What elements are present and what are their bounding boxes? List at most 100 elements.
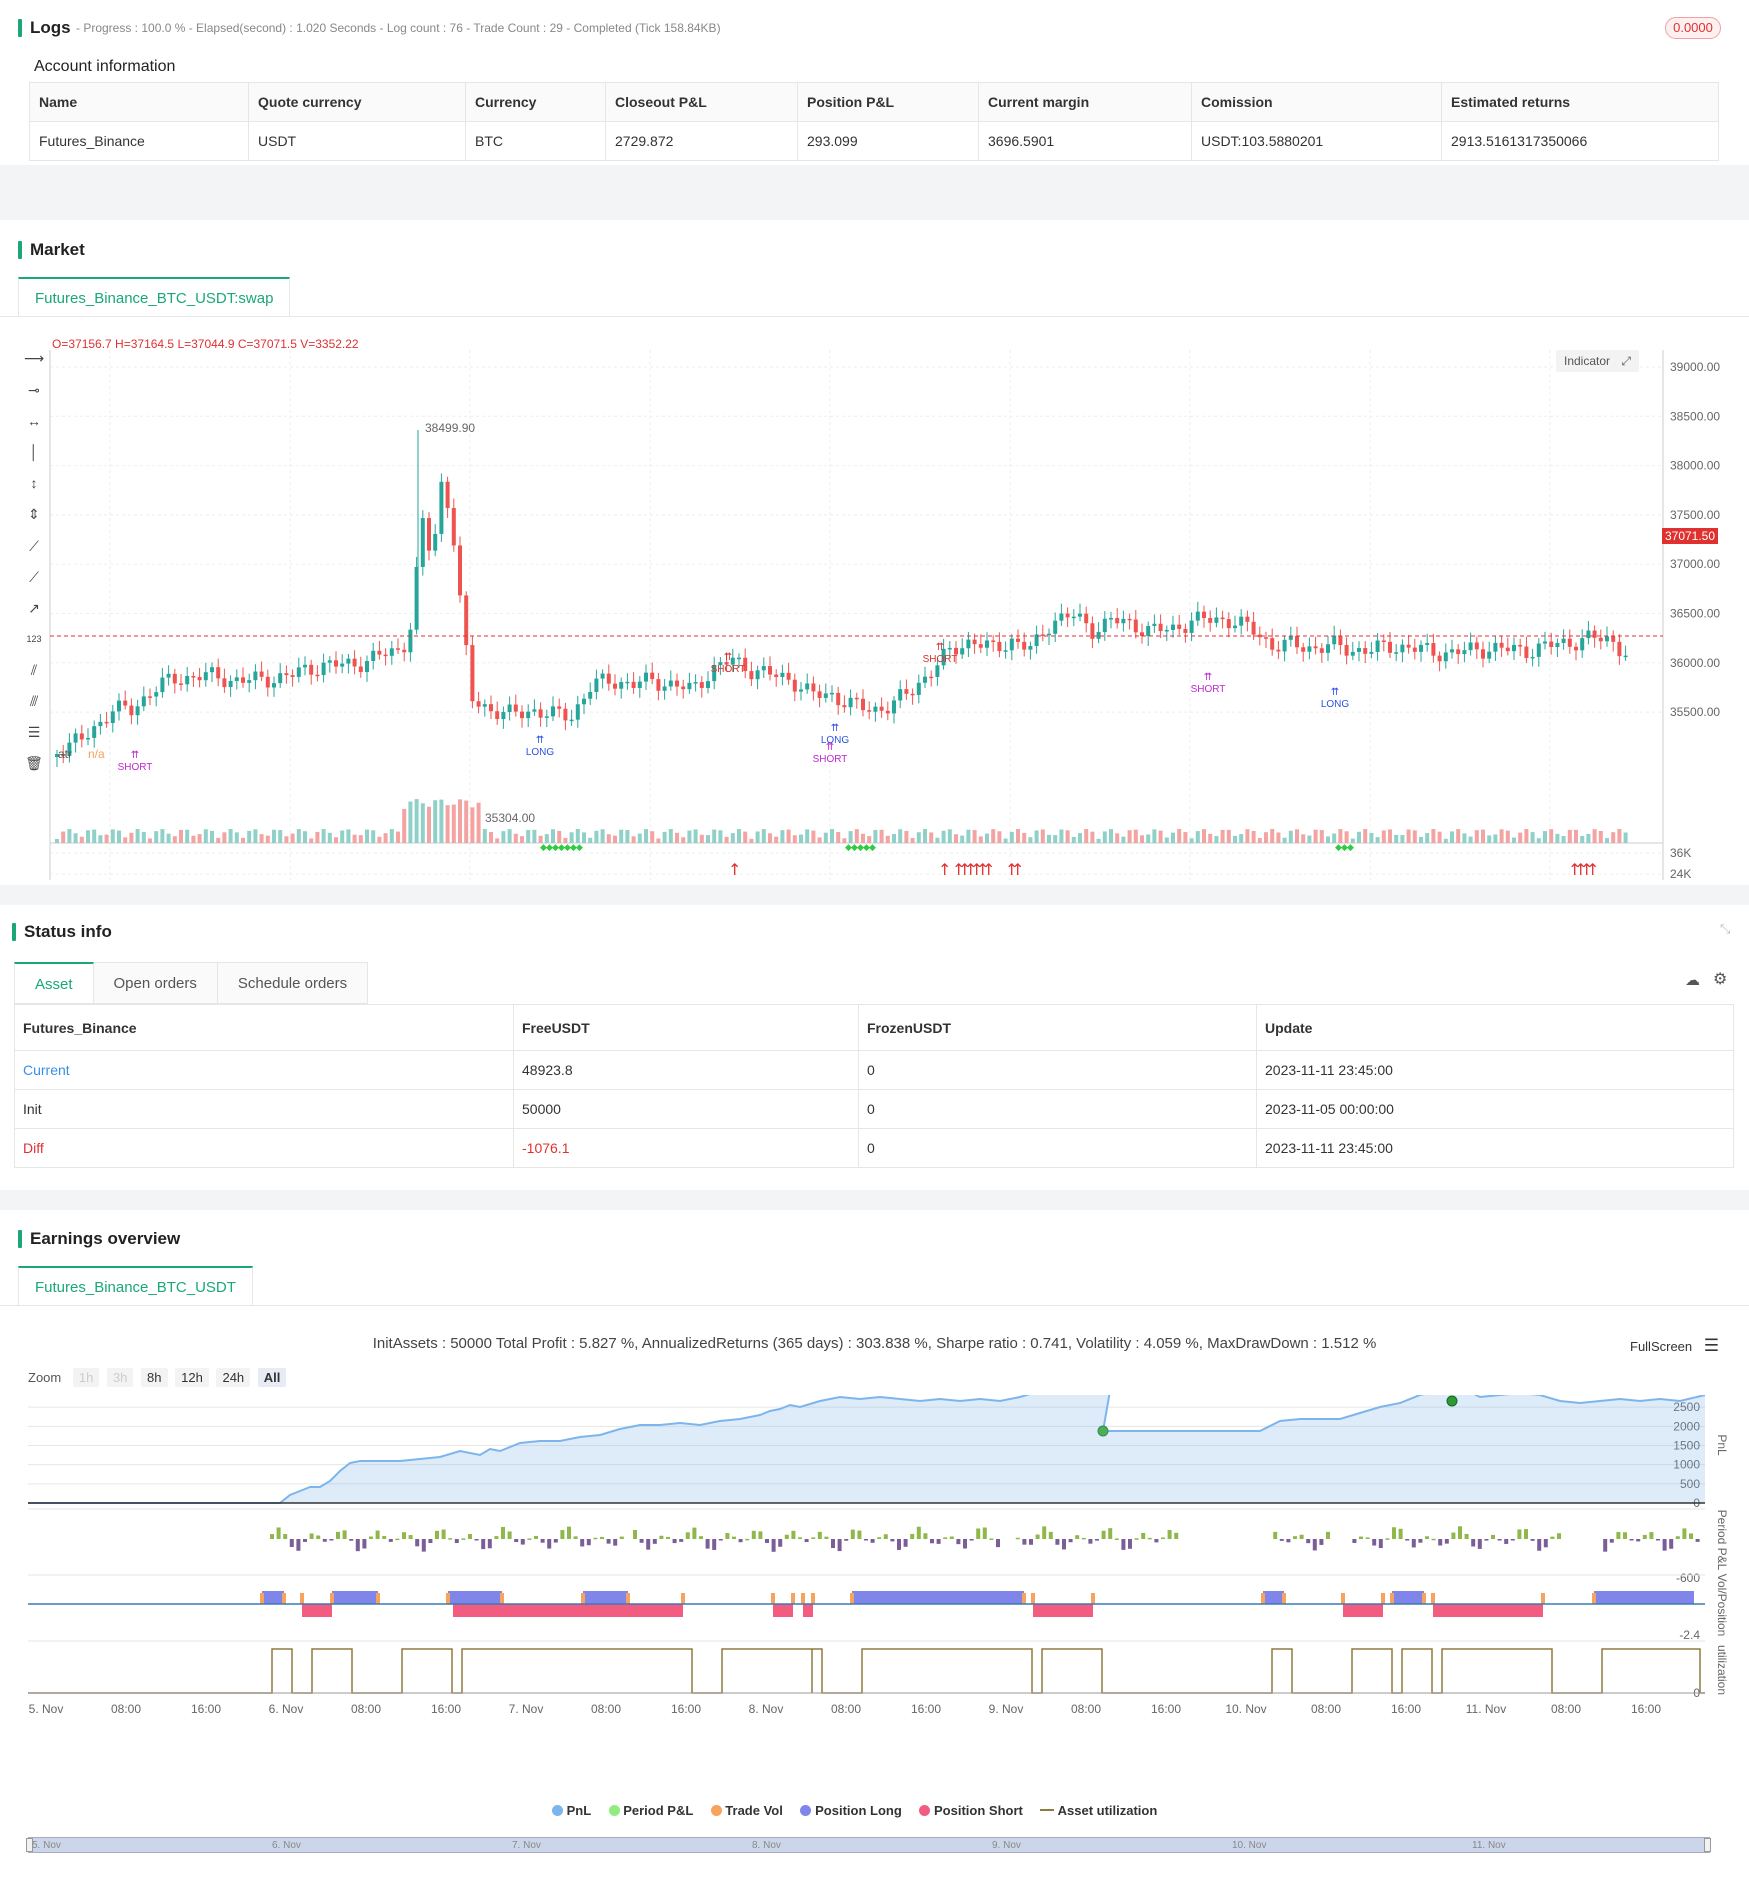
arrow-line-tool-icon[interactable]: ↗ [28, 600, 40, 616]
vertical-ray-tool-icon[interactable]: ⇕ [28, 506, 40, 522]
trade-signal-arrow: ⇈ [831, 723, 839, 734]
account-cell: BTC [465, 121, 606, 161]
ray-line-tool-icon[interactable]: ⟋ [29, 569, 39, 585]
volume-bar [1412, 830, 1417, 843]
candle [185, 676, 190, 685]
navigator-right-handle[interactable] [1704, 1838, 1711, 1852]
candle [1313, 646, 1318, 649]
x-tick-label: 08:00 [351, 1702, 381, 1716]
zoom-all-button[interactable]: All [257, 1368, 287, 1387]
legend-position-long[interactable]: Position Long [800, 1803, 902, 1818]
candle [1536, 643, 1541, 657]
vertical-segment-tool-icon[interactable]: ↕ [30, 475, 38, 491]
volume-bar [693, 829, 698, 843]
candle [1059, 613, 1064, 621]
zoom-12h-button[interactable]: 12h [175, 1368, 209, 1387]
signal-dot: ◆ [564, 843, 571, 853]
volume-bar [464, 800, 469, 843]
volume-bar [656, 838, 661, 843]
period-pnl-bar [586, 1539, 591, 1546]
period-pnl-bar [679, 1539, 684, 1542]
period-pnl-bar [1682, 1528, 1687, 1539]
period-pnl-bar [982, 1527, 987, 1539]
period-pnl-bar [303, 1539, 307, 1542]
volume-bar [1307, 835, 1312, 843]
period-pnl-bar [1662, 1539, 1667, 1551]
vertical-line-tool-icon[interactable]: │ [29, 444, 39, 460]
candle [780, 672, 785, 678]
fib-levels-tool-icon[interactable]: ☰ [27, 724, 41, 740]
volume-bar [1059, 829, 1064, 843]
volume-bar [476, 802, 481, 843]
candle [786, 672, 791, 680]
legend-trade-vol[interactable]: Trade Vol [710, 1803, 783, 1818]
period-pnl-bar [1141, 1532, 1146, 1539]
price-label-tool-icon[interactable]: 123 [26, 634, 42, 644]
zoom-24h-button[interactable]: 24h [216, 1368, 251, 1387]
earnings-chart[interactable]: 300025002000150010005000-600-2.40PnLPeri… [0, 1395, 1749, 1865]
legend-pnl[interactable]: PnL [552, 1803, 591, 1818]
fib-tool-icon[interactable]: ⫻ [29, 693, 39, 709]
zoom-8h-button[interactable]: 8h [141, 1368, 168, 1387]
volume-bar [1034, 830, 1039, 843]
trend-line-tool-icon[interactable]: ⟋ [29, 538, 39, 554]
market-tab[interactable]: Futures_Binance_BTC_USDT:swap [18, 277, 291, 317]
tab-schedule-orders[interactable]: Schedule orders [217, 962, 369, 1004]
menu-icon[interactable]: ☰ [1703, 1336, 1720, 1355]
asset-cell: 2023-11-11 23:45:00 [1256, 1128, 1734, 1168]
zoom-3h-button[interactable]: 3h [106, 1368, 134, 1387]
candle [1586, 630, 1591, 639]
legend-period[interactable]: Period P&L [608, 1803, 693, 1818]
signal-dot: ◆ [863, 843, 870, 853]
tab-open-orders[interactable]: Open orders [93, 962, 218, 1004]
volume-bar [1183, 832, 1188, 843]
volume-bar [978, 836, 983, 843]
horizontal-line-tool-icon[interactable]: ⟶ [24, 350, 45, 366]
candle [1276, 649, 1281, 652]
volume-bar [55, 839, 59, 843]
navigator-left-handle[interactable] [26, 1838, 33, 1852]
cloud-download-icon[interactable]: ☁ [1685, 972, 1700, 989]
candle [148, 696, 152, 698]
volume-bar [1270, 829, 1275, 843]
candle [966, 639, 971, 649]
period-pnl-bar [1108, 1528, 1113, 1539]
period-pnl-bar [943, 1537, 948, 1539]
trade-signal-arrow: ⇈ [1331, 687, 1339, 698]
earnings-tab[interactable]: Futures_Binance_BTC_USDT [18, 1266, 253, 1306]
fullscreen-button[interactable]: FullScreen ☰ [1630, 1336, 1719, 1356]
horizontal-ray-tool-icon[interactable]: ⊸ [28, 382, 40, 398]
volume-bar [1406, 829, 1411, 843]
volume-bar [315, 831, 320, 843]
zoom-1h-button[interactable]: 1h [72, 1368, 100, 1387]
volume-bar [1047, 834, 1051, 843]
trade-vol-bar [500, 1593, 504, 1604]
candle [1567, 638, 1572, 647]
gear-icon[interactable]: ⚙ [1713, 971, 1728, 988]
volume-bar [836, 832, 841, 843]
period-pnl-bar [1484, 1539, 1489, 1541]
period-pnl-bar [1418, 1539, 1423, 1543]
kline-chart[interactable]: 39000.00 38500.00 38000.00 37500.00 37000.00… [0, 320, 1749, 880]
candle [631, 681, 636, 688]
legend-position-short[interactable]: Position Short [919, 1803, 1023, 1818]
candle [1233, 625, 1237, 629]
candle [501, 712, 506, 720]
volume-bar [1567, 829, 1572, 843]
signal-dot: ◆ [540, 843, 547, 853]
volume-bar [67, 829, 72, 843]
volume-bar [1574, 829, 1578, 843]
indicator-button[interactable]: Indicator ⤢ [1556, 350, 1639, 372]
parallel-channel-tool-icon[interactable]: ⫽ [30, 662, 38, 678]
collapse-icon[interactable]: ⤡ [1720, 921, 1731, 936]
trash-icon[interactable]: 🗑 [25, 755, 43, 771]
segment-tool-icon[interactable]: ↔ [27, 413, 41, 429]
candle [1282, 639, 1287, 652]
period-pnl-bar [1319, 1539, 1324, 1545]
expand-icon[interactable]: ⤢ [1621, 354, 1631, 368]
tab-asset[interactable]: Asset [14, 962, 94, 1004]
legend-asset-utilization[interactable]: Asset utilization [1040, 1803, 1157, 1818]
period-pnl-bar [1491, 1534, 1495, 1539]
candle [1431, 643, 1436, 656]
candle [792, 679, 797, 692]
